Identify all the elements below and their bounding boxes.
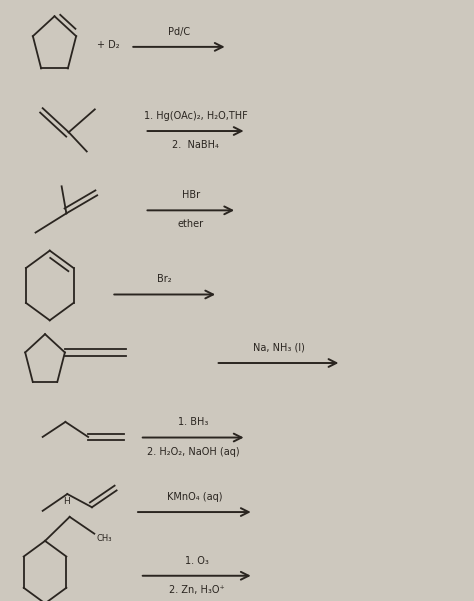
Text: 2.  NaBH₄: 2. NaBH₄ [172, 140, 219, 150]
Text: 1. BH₃: 1. BH₃ [178, 417, 209, 427]
Text: 1. Hg(OAc)₂, H₂O,THF: 1. Hg(OAc)₂, H₂O,THF [144, 111, 247, 121]
Text: 1. O₃: 1. O₃ [185, 555, 209, 566]
Text: H: H [64, 497, 70, 506]
Text: Br₂: Br₂ [157, 274, 172, 284]
Text: KMnO₄ (aq): KMnO₄ (aq) [166, 492, 222, 502]
Text: CH₃: CH₃ [97, 534, 112, 543]
Text: 2. H₂O₂, NaOH (aq): 2. H₂O₂, NaOH (aq) [147, 447, 239, 457]
Text: 2. Zn, H₃O⁺: 2. Zn, H₃O⁺ [169, 585, 225, 595]
Text: Pd/C: Pd/C [168, 26, 190, 37]
Text: Na, NH₃ (l): Na, NH₃ (l) [253, 343, 304, 353]
Text: ether: ether [178, 219, 204, 230]
Text: HBr: HBr [182, 190, 200, 200]
Text: + D₂: + D₂ [97, 40, 120, 50]
